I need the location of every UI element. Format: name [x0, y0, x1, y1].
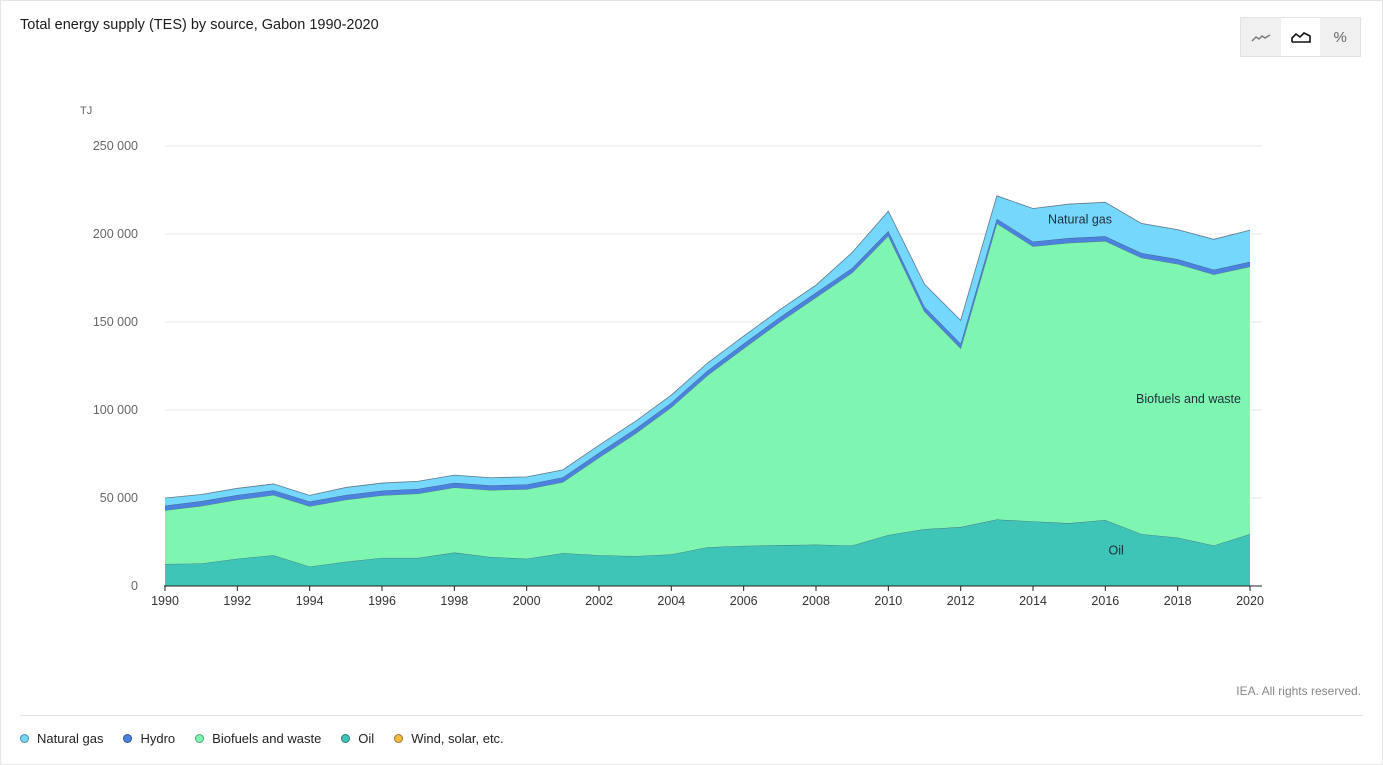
area-chart: 0 50 000 100 000 150 000 200 000 250 000 1990 1… — [80, 105, 1264, 608]
x-tick-label: 2002 — [585, 594, 613, 608]
legend-swatch — [123, 734, 133, 743]
percent-icon: % — [1333, 28, 1347, 46]
x-tick-label: 2010 — [874, 594, 902, 608]
legend-item-wind-solar[interactable]: Wind, solar, etc. — [394, 731, 504, 746]
x-tick-label: 1994 — [296, 594, 324, 608]
area-biofuels-and-waste[interactable] — [165, 223, 1250, 567]
x-tick-label: 2020 — [1236, 594, 1264, 608]
legend-label: Wind, solar, etc. — [411, 731, 504, 746]
legend-item-hydro[interactable]: Hydro — [123, 731, 175, 746]
x-tick-label: 2008 — [802, 594, 830, 608]
x-tick-label: 1990 — [151, 594, 179, 608]
legend-label: Hydro — [140, 731, 176, 746]
chart-view-toggle: % — [1240, 17, 1361, 57]
x-tick-label: 2012 — [947, 594, 975, 608]
legend-item-biofuels-and-waste[interactable]: Biofuels and waste — [195, 731, 321, 746]
legend-swatch — [341, 734, 351, 743]
area-chart-icon — [1290, 32, 1311, 43]
area-annotations: Natural gas Biofuels and waste Oil — [1048, 212, 1241, 557]
chart-legend: Natural gas Hydro Biofuels and waste Oil… — [20, 731, 504, 746]
legend-label: Oil — [358, 731, 375, 746]
x-tick-label: 2014 — [1019, 594, 1047, 608]
area-natural-gas[interactable] — [165, 195, 1250, 506]
legend-label: Natural gas — [37, 731, 104, 746]
y-tick-label: 100 000 — [93, 403, 138, 417]
legend-item-natural-gas[interactable]: Natural gas — [20, 731, 103, 746]
area-annotation-label: Biofuels and waste — [1136, 392, 1241, 406]
line-chart-icon — [1251, 34, 1271, 42]
y-axis-unit-label: TJ — [80, 105, 92, 117]
chart-title: Total energy supply (TES) by source, Gab… — [20, 17, 379, 33]
y-tick-label: 200 000 — [93, 227, 138, 241]
x-tick-label: 1998 — [440, 594, 468, 608]
x-tick-label: 1992 — [223, 594, 251, 608]
y-tick-label: 250 000 — [93, 139, 138, 153]
y-tick-label: 150 000 — [93, 315, 138, 329]
x-tick-label: 2016 — [1091, 594, 1119, 608]
area-annotation-label: Oil — [1109, 543, 1124, 557]
area-view-button[interactable] — [1280, 18, 1321, 56]
legend-label: Biofuels and waste — [212, 731, 322, 746]
x-tick-label: 2000 — [513, 594, 541, 608]
legend-divider — [20, 715, 1363, 716]
x-tick-label: 2004 — [657, 594, 685, 608]
area-edge-line — [164, 195, 1251, 499]
x-tick-label: 2018 — [1164, 594, 1192, 608]
x-tick-label: 2006 — [730, 594, 758, 608]
area-oil[interactable] — [165, 519, 1250, 586]
line-view-button[interactable] — [1241, 18, 1281, 56]
y-tick-label: 0 — [131, 579, 138, 593]
axes: 0 50 000 100 000 150 000 200 000 250 000 1990 1… — [93, 139, 1264, 608]
y-tick-label: 50 000 — [100, 491, 138, 505]
legend-swatch — [394, 734, 404, 743]
copyright-note: IEA. All rights reserved. — [1236, 684, 1361, 698]
legend-item-oil[interactable]: Oil — [341, 731, 374, 746]
stacked-areas — [164, 195, 1251, 586]
legend-swatch — [195, 734, 205, 743]
percent-view-button[interactable]: % — [1320, 18, 1360, 56]
area-annotation-label: Natural gas — [1048, 212, 1112, 226]
x-tick-label: 1996 — [368, 594, 396, 608]
legend-swatch — [20, 734, 29, 743]
